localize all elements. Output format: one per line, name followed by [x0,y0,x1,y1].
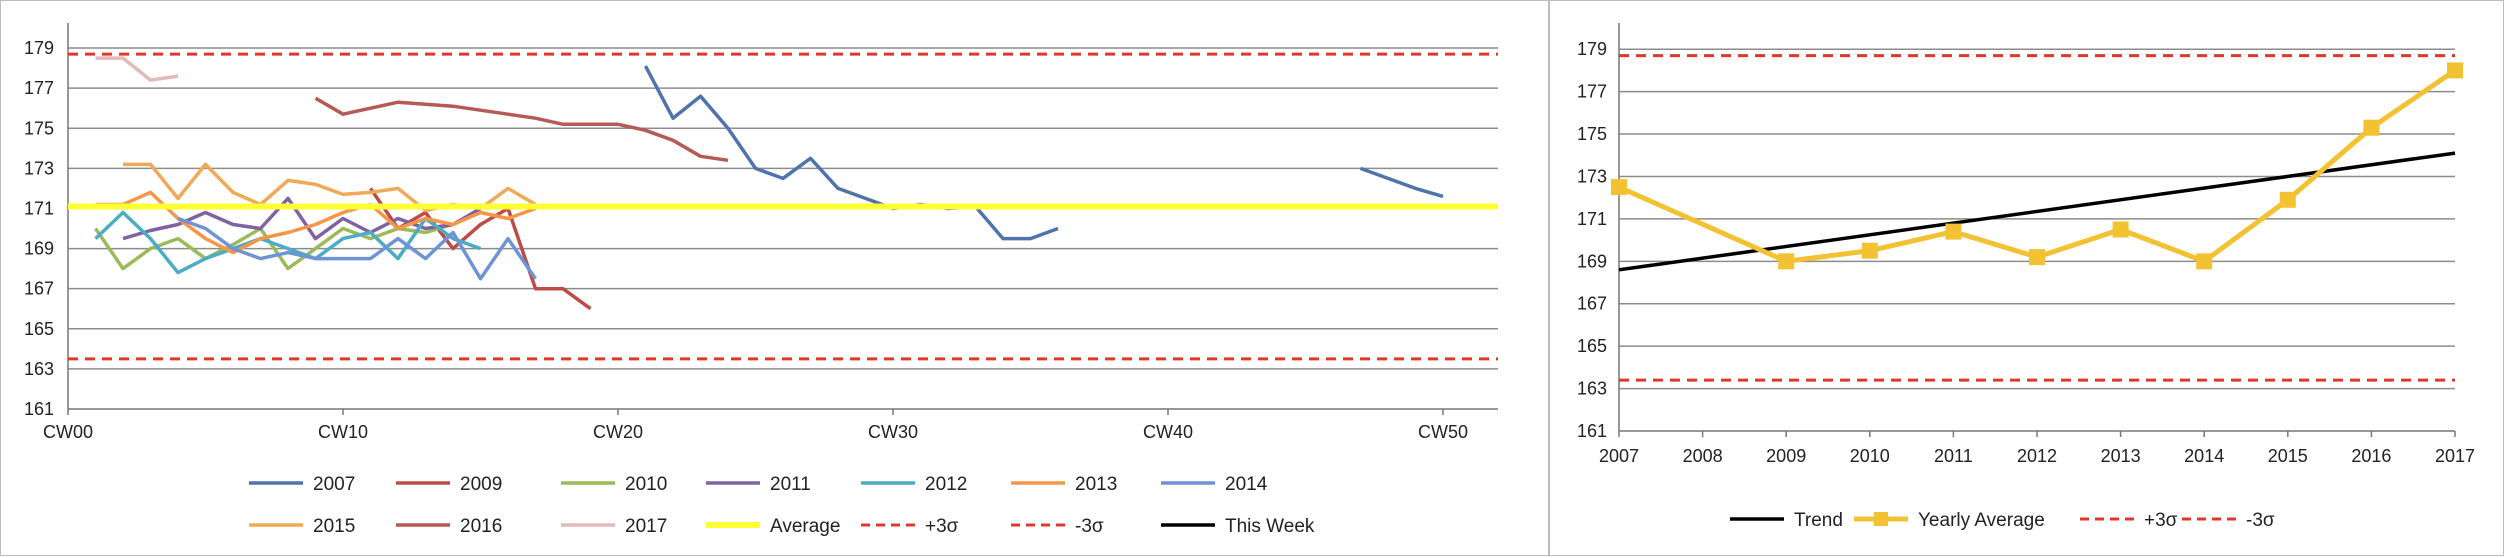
y-tick-label: 177 [24,78,54,98]
x-tick-label: CW50 [1418,422,1468,442]
yearly-line-chart: 161 163 165 167 169 171 173 175 177 179 2007 2008 20… [1577,23,2475,531]
data-point-marker [2363,119,2380,136]
legend-label: Average [770,516,840,537]
y-tick-label: 171 [1577,209,1607,229]
data-point-marker [1945,223,1962,240]
weekly-line-chart: 161 163 165 167 169 171 173 175 177 179 CW00 CW10 CW… [24,23,1498,537]
data-point-marker [1611,179,1627,196]
legend-label: 2015 [313,516,355,537]
y-tick-label: 167 [24,279,54,299]
x-tick-label: 2016 [2351,446,2391,466]
legend-label: -3σ [2246,510,2275,531]
data-point-marker [1778,253,1795,270]
legend-label: 2009 [460,474,502,495]
legend-label: 2010 [625,474,667,495]
legend-label: This Week [1225,516,1315,537]
x-tick-label: CW20 [593,422,643,442]
y-tick-label: 175 [24,118,54,138]
x-tick-label: CW10 [318,422,368,442]
legend-label: 2011 [770,474,811,495]
x-tick-label: 2007 [1599,446,1639,466]
data-point-marker [2029,249,2045,266]
data-point-marker [2447,62,2463,79]
x-tick-label: 2017 [2435,446,2475,466]
data-point-marker [2279,191,2296,208]
y-tick-label: 179 [1577,39,1607,59]
x-tick-label: CW30 [868,422,918,442]
y-tick-label: 161 [24,399,54,419]
x-tick-label: 2009 [1766,446,1806,466]
legend-label: Trend [1794,510,1843,531]
x-tick-label: 2013 [2101,446,2141,466]
x-tick-label: 2010 [1850,446,1890,466]
series-line-2014 [177,216,537,281]
x-tick-label: 2008 [1683,446,1723,466]
legend-label: 2007 [313,474,355,495]
y-tick-label: 169 [24,239,54,259]
y-tick-label: 165 [1577,336,1607,356]
series-line-yearly-average [1617,68,2457,264]
legend-label: Yearly Average [1918,510,2045,531]
data-point-marker [1861,242,1878,259]
weekly-chart-panel: 161 163 165 167 169 171 173 175 177 179 CW00 CW10 CW… [0,0,1549,556]
y-tick-label: 165 [24,319,54,339]
y-tick-label: 163 [1577,379,1607,399]
data-point-marker [2112,221,2129,238]
legend-label: 2017 [625,516,667,537]
data-point-marker [2196,253,2213,270]
y-tick-label: 169 [1577,251,1607,271]
y-tick-label: 171 [24,198,54,218]
legend-label: +3σ [2144,510,2178,531]
x-tick-label: 2012 [2017,446,2057,466]
x-tick-label: 2015 [2268,446,2308,466]
yearly-chart-panel: 161 163 165 167 169 171 173 175 177 179 2007 2008 20… [1549,0,2504,556]
series-line-2012 [94,210,482,275]
legend-label: 2016 [460,516,502,537]
legend-label: -3σ [1075,516,1104,537]
y-tick-label: 163 [24,359,54,379]
legend-label: +3σ [925,516,959,537]
series-line-2013 [95,190,537,255]
y-tick-label: 177 [1577,82,1607,102]
series-line-2007 [643,65,1444,241]
legend-label: 2013 [1075,474,1117,495]
y-tick-label: 175 [1577,124,1607,144]
y-tick-label: 167 [1577,294,1607,314]
x-tick-label: 2011 [1934,446,1973,466]
y-tick-label: 161 [1577,421,1607,441]
y-tick-label: 179 [24,38,54,58]
legend-label: 2012 [925,474,967,495]
series-line-2016 [314,96,729,163]
x-tick-label: CW00 [43,422,93,442]
y-tick-label: 173 [24,158,54,178]
legend-label: 2014 [1225,474,1268,495]
x-tick-label: CW40 [1143,422,1193,442]
y-tick-label: 173 [1577,166,1607,186]
series-line-2017 [95,56,179,82]
x-tick-label: 2014 [2184,446,2224,466]
legend-marker [1874,512,1888,526]
